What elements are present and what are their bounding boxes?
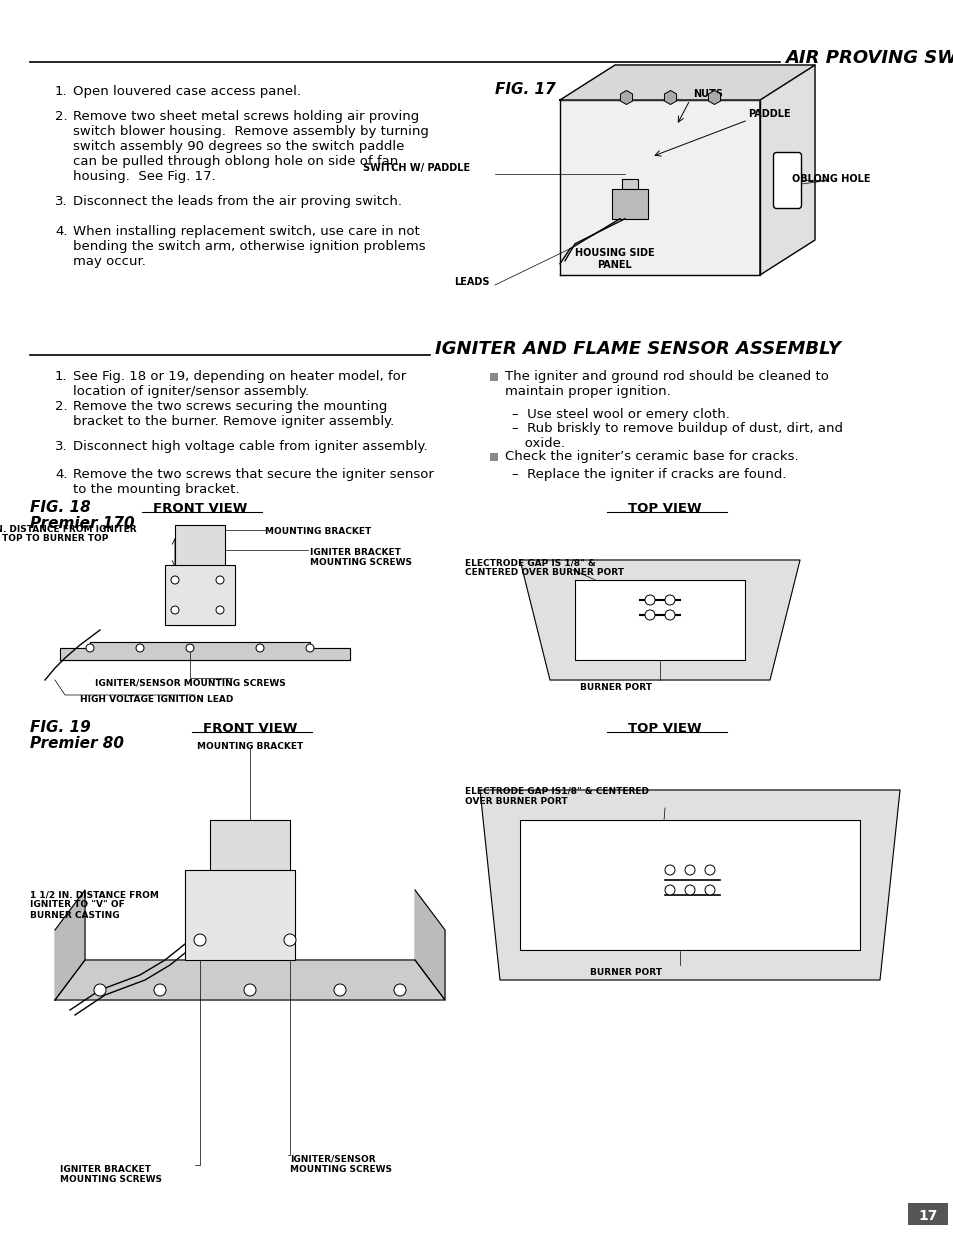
Text: Open louvered case access panel.: Open louvered case access panel.	[73, 85, 301, 98]
Polygon shape	[760, 65, 814, 275]
Text: 4.: 4.	[55, 225, 68, 238]
Text: 1.: 1.	[55, 370, 68, 383]
Text: 3.: 3.	[55, 440, 68, 453]
Text: –  Rub briskly to remove buildup of dust, dirt, and
   oxide.: – Rub briskly to remove buildup of dust,…	[512, 422, 842, 450]
Text: ELECTRODE GAP IS 1/8" &
CENTERED OVER BURNER PORT: ELECTRODE GAP IS 1/8" & CENTERED OVER BU…	[464, 558, 623, 578]
Text: FIG. 19: FIG. 19	[30, 720, 91, 735]
Circle shape	[684, 864, 695, 876]
Text: NUTS: NUTS	[692, 89, 722, 99]
Circle shape	[215, 606, 224, 614]
Text: Disconnect high voltage cable from igniter assembly.: Disconnect high voltage cable from ignit…	[73, 440, 427, 453]
FancyBboxPatch shape	[773, 152, 801, 209]
Text: MOUNTING BRACKET: MOUNTING BRACKET	[196, 742, 303, 751]
Circle shape	[215, 576, 224, 584]
Text: 1 1/2 IN. DISTANCE FROM
IGNITER TO "V" OF
BURNER CASTING: 1 1/2 IN. DISTANCE FROM IGNITER TO "V" O…	[30, 890, 159, 920]
Text: Premier 80: Premier 80	[30, 736, 124, 751]
Text: AIR PROVING SWITCH: AIR PROVING SWITCH	[784, 49, 953, 67]
Circle shape	[171, 576, 179, 584]
Circle shape	[664, 885, 675, 895]
Polygon shape	[559, 65, 814, 100]
Circle shape	[664, 610, 675, 620]
Text: TOP VIEW: TOP VIEW	[627, 722, 701, 735]
Text: –  Use steel wool or emery cloth.: – Use steel wool or emery cloth.	[512, 408, 729, 421]
Polygon shape	[519, 820, 859, 950]
Circle shape	[255, 643, 264, 652]
Text: HIGH VOLTAGE IGNITION LEAD: HIGH VOLTAGE IGNITION LEAD	[80, 695, 233, 704]
Text: The igniter and ground rod should be cleaned to
maintain proper ignition.: The igniter and ground rod should be cle…	[504, 370, 828, 398]
Circle shape	[136, 643, 144, 652]
Circle shape	[644, 610, 655, 620]
Circle shape	[394, 984, 406, 995]
Text: 4.: 4.	[55, 468, 68, 480]
Text: TOP VIEW: TOP VIEW	[627, 501, 701, 515]
Circle shape	[186, 643, 193, 652]
Circle shape	[153, 984, 166, 995]
Text: 1/2 IN. DISTANCE FROM IGNITER
TOP TO BURNER TOP: 1/2 IN. DISTANCE FROM IGNITER TOP TO BUR…	[0, 524, 136, 543]
Text: See Fig. 18 or 19, depending on heater model, for
location of igniter/sensor ass: See Fig. 18 or 19, depending on heater m…	[73, 370, 406, 398]
Text: 1.: 1.	[55, 85, 68, 98]
Polygon shape	[575, 580, 744, 659]
Polygon shape	[55, 890, 85, 1000]
Text: IGNITER/SENSOR MOUNTING SCREWS: IGNITER/SENSOR MOUNTING SCREWS	[95, 678, 286, 687]
Circle shape	[86, 643, 94, 652]
Polygon shape	[519, 559, 800, 680]
Text: 2.: 2.	[55, 400, 68, 412]
Text: SWITCH W/ PADDLE: SWITCH W/ PADDLE	[362, 163, 470, 173]
Text: IGNITER/SENSOR
MOUNTING SCREWS: IGNITER/SENSOR MOUNTING SCREWS	[290, 1155, 392, 1174]
Text: PADDLE: PADDLE	[747, 109, 790, 119]
Circle shape	[704, 864, 714, 876]
Circle shape	[334, 984, 346, 995]
Text: When installing replacement switch, use care in not
bending the switch arm, othe: When installing replacement switch, use …	[73, 225, 425, 268]
Text: Check the igniter’s ceramic base for cracks.: Check the igniter’s ceramic base for cra…	[504, 450, 798, 463]
Text: Remove the two screws securing the mounting
bracket to the burner. Remove ignite: Remove the two screws securing the mount…	[73, 400, 394, 429]
Circle shape	[244, 984, 255, 995]
Text: OBLONG HOLE: OBLONG HOLE	[791, 174, 869, 184]
Circle shape	[664, 864, 675, 876]
Text: MOUNTING BRACKET: MOUNTING BRACKET	[265, 527, 371, 536]
Text: FRONT VIEW: FRONT VIEW	[203, 722, 297, 735]
Circle shape	[664, 595, 675, 605]
Text: Premier 170: Premier 170	[30, 516, 134, 531]
Polygon shape	[415, 890, 444, 1000]
Circle shape	[684, 885, 695, 895]
Text: IGNITER AND FLAME SENSOR ASSEMBLY: IGNITER AND FLAME SENSOR ASSEMBLY	[435, 340, 840, 358]
Polygon shape	[60, 642, 350, 659]
Text: 17: 17	[918, 1209, 937, 1223]
Circle shape	[193, 934, 206, 946]
Bar	[490, 373, 497, 382]
Text: Remove the two screws that secure the igniter sensor
to the mounting bracket.: Remove the two screws that secure the ig…	[73, 468, 434, 496]
Circle shape	[644, 595, 655, 605]
Circle shape	[284, 934, 295, 946]
Text: BURNER PORT: BURNER PORT	[579, 683, 651, 692]
Bar	[185, 869, 294, 960]
Polygon shape	[559, 100, 760, 275]
Polygon shape	[479, 790, 899, 981]
Text: 3.: 3.	[55, 195, 68, 207]
Text: IGNITER BRACKET
MOUNTING SCREWS: IGNITER BRACKET MOUNTING SCREWS	[310, 548, 412, 567]
Circle shape	[704, 885, 714, 895]
Bar	[210, 820, 290, 940]
Polygon shape	[55, 960, 444, 1000]
Bar	[612, 189, 647, 219]
Text: BURNER PORT: BURNER PORT	[589, 968, 661, 977]
FancyBboxPatch shape	[621, 179, 638, 204]
Bar	[907, 1203, 947, 1225]
Text: IGNITER BRACKET
MOUNTING SCREWS: IGNITER BRACKET MOUNTING SCREWS	[60, 1165, 162, 1184]
Text: –  Replace the igniter if cracks are found.: – Replace the igniter if cracks are foun…	[512, 468, 785, 480]
Text: FIG. 17: FIG. 17	[495, 82, 556, 98]
Text: Disconnect the leads from the air proving switch.: Disconnect the leads from the air provin…	[73, 195, 401, 207]
Text: 2.: 2.	[55, 110, 68, 124]
Text: Remove two sheet metal screws holding air proving
switch blower housing.  Remove: Remove two sheet metal screws holding ai…	[73, 110, 429, 183]
Bar	[174, 525, 225, 625]
Text: HOUSING SIDE
PANEL: HOUSING SIDE PANEL	[575, 248, 654, 269]
Circle shape	[306, 643, 314, 652]
Bar	[165, 564, 234, 625]
Text: FRONT VIEW: FRONT VIEW	[152, 501, 247, 515]
Text: LEADS: LEADS	[454, 277, 490, 287]
Text: ELECTRODE GAP IS1/8" & CENTERED
OVER BURNER PORT: ELECTRODE GAP IS1/8" & CENTERED OVER BUR…	[464, 787, 648, 806]
Bar	[490, 453, 497, 461]
Circle shape	[171, 606, 179, 614]
Text: FIG. 18: FIG. 18	[30, 500, 91, 515]
Circle shape	[94, 984, 106, 995]
